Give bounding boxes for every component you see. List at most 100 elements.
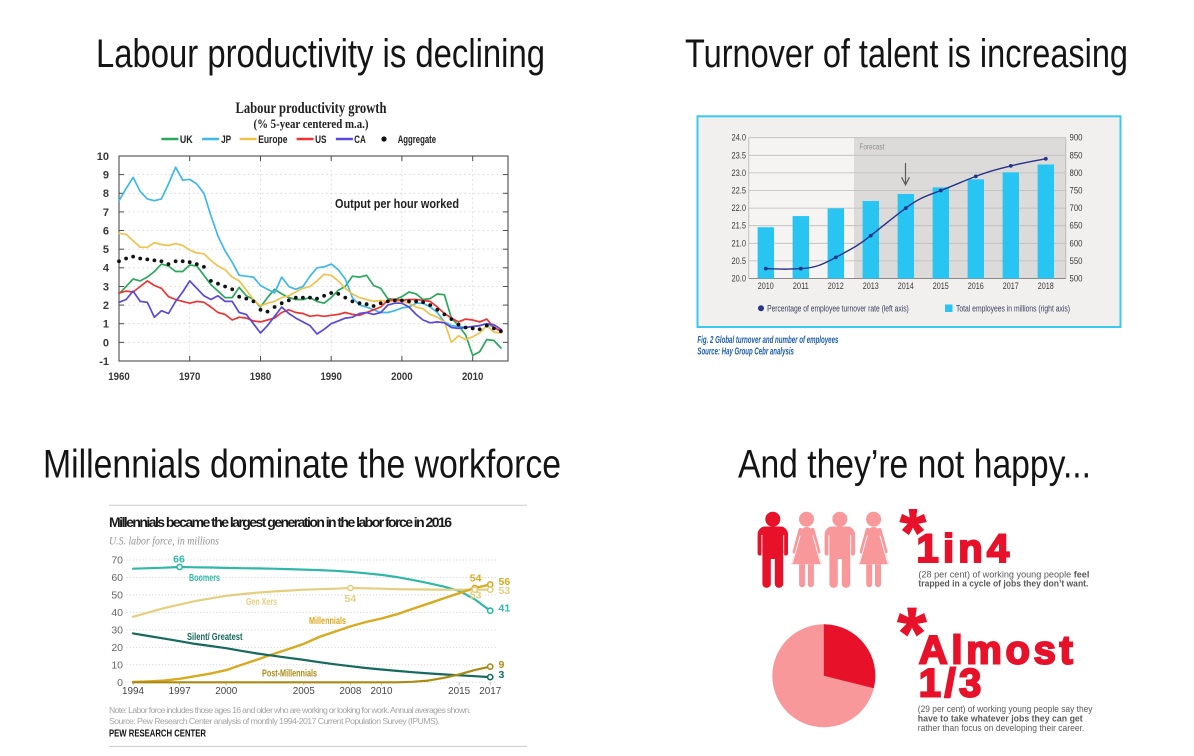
- svg-text:700: 700: [1070, 203, 1083, 213]
- svg-text:Boomers: Boomers: [189, 573, 220, 584]
- svg-text:7: 7: [103, 207, 109, 219]
- svg-text:And they’re not happy...: And they’re not happy...: [738, 443, 1091, 487]
- svg-text:2000: 2000: [215, 685, 237, 697]
- svg-text:2011: 2011: [793, 281, 809, 291]
- svg-text:5: 5: [103, 244, 109, 256]
- svg-text:2005: 2005: [293, 685, 315, 697]
- svg-text:24.0: 24.0: [732, 133, 747, 143]
- svg-text:Labour productivity growth: Labour productivity growth: [236, 100, 387, 117]
- svg-text:(29 per cent) of working young: (29 per cent) of working young people sa…: [918, 704, 1093, 715]
- svg-text:US: US: [315, 134, 326, 146]
- svg-text:850: 850: [1070, 150, 1083, 160]
- svg-text:20: 20: [111, 642, 123, 654]
- svg-text:2016: 2016: [968, 281, 984, 291]
- svg-text:2010: 2010: [758, 281, 774, 291]
- svg-text:Fig. 2 Global turnover and num: Fig. 2 Global turnover and number of emp…: [697, 335, 838, 346]
- svg-text:500: 500: [1070, 274, 1083, 284]
- svg-text:Forecast: Forecast: [859, 143, 885, 152]
- svg-text:54: 54: [470, 573, 482, 585]
- svg-text:Output per hour worked: Output per hour worked: [335, 196, 459, 211]
- svg-text:40: 40: [111, 607, 123, 619]
- svg-text:1970: 1970: [179, 371, 201, 383]
- svg-text:1/3: 1/3: [919, 662, 985, 706]
- svg-text:1in4: 1in4: [917, 527, 1014, 571]
- svg-text:(% 5-year centered m.a.): (% 5-year centered m.a.): [254, 116, 369, 131]
- svg-text:2015: 2015: [448, 685, 470, 697]
- svg-text:750: 750: [1070, 186, 1083, 196]
- svg-text:2012: 2012: [828, 281, 844, 291]
- svg-text:2010: 2010: [371, 685, 393, 697]
- svg-text:2008: 2008: [339, 685, 361, 697]
- svg-text:41: 41: [499, 603, 511, 615]
- svg-text:2018: 2018: [1038, 281, 1054, 291]
- svg-text:2017: 2017: [1003, 281, 1019, 291]
- svg-text:66: 66: [173, 554, 185, 566]
- svg-text:3: 3: [499, 669, 505, 681]
- svg-text:Silent/ Greatest: Silent/ Greatest: [187, 632, 243, 643]
- svg-text:21.0: 21.0: [732, 238, 747, 248]
- svg-text:Percentage of employee turnove: Percentage of employee turnover rate (le…: [767, 303, 909, 313]
- svg-text:1990: 1990: [320, 371, 342, 383]
- svg-text:550: 550: [1070, 256, 1083, 266]
- svg-text:1: 1: [103, 319, 109, 331]
- svg-text:20.0: 20.0: [732, 274, 747, 284]
- svg-text:2014: 2014: [898, 281, 914, 291]
- svg-text:50: 50: [111, 590, 123, 602]
- svg-text:600: 600: [1070, 238, 1083, 248]
- svg-text:23.0: 23.0: [732, 168, 747, 178]
- svg-text:10: 10: [97, 151, 109, 163]
- svg-text:53: 53: [470, 590, 482, 602]
- svg-text:21.5: 21.5: [732, 221, 747, 231]
- svg-text:0: 0: [103, 337, 109, 349]
- svg-text:Aggregate: Aggregate: [398, 134, 436, 146]
- svg-text:-1: -1: [99, 356, 109, 368]
- svg-text:Turnover of talent is increasi: Turnover of talent is increasing: [685, 32, 1128, 76]
- svg-text:22.5: 22.5: [732, 186, 747, 196]
- svg-text:3: 3: [103, 281, 109, 293]
- svg-text:Source: Pew Research Center an: Source: Pew Research Center analysis of …: [109, 716, 440, 726]
- svg-text:Gen Xers: Gen Xers: [246, 597, 277, 608]
- svg-text:Post-Millennials: Post-Millennials: [262, 669, 317, 680]
- svg-text:8: 8: [103, 188, 109, 200]
- svg-text:800: 800: [1070, 168, 1083, 178]
- svg-text:trapped in a cycle of jobs the: trapped in a cycle of jobs they don’t wa…: [918, 579, 1088, 590]
- svg-text:9: 9: [499, 659, 505, 671]
- svg-text:Note: Labor force includes tho: Note: Labor force includes those ages 16…: [109, 705, 471, 715]
- svg-text:30: 30: [111, 625, 123, 637]
- svg-text:1994: 1994: [122, 685, 144, 697]
- svg-text:rather than focus on developin: rather than focus on developing their ca…: [918, 723, 1085, 734]
- svg-text:2010: 2010: [462, 371, 484, 383]
- svg-text:have to take whatever jobs the: have to take whatever jobs they can get: [918, 714, 1084, 725]
- svg-text:650: 650: [1070, 221, 1083, 231]
- svg-text:56: 56: [499, 576, 511, 588]
- svg-text:0: 0: [117, 677, 123, 689]
- svg-text:1980: 1980: [250, 371, 272, 383]
- svg-text:1960: 1960: [108, 371, 130, 383]
- svg-text:60: 60: [111, 572, 123, 584]
- svg-text:23.5: 23.5: [732, 150, 747, 160]
- svg-text:Almost: Almost: [919, 629, 1077, 673]
- svg-text:U.S. labor force, in millions: U.S. labor force, in millions: [109, 536, 219, 548]
- svg-text:2017: 2017: [479, 685, 501, 697]
- svg-text:1997: 1997: [169, 685, 191, 697]
- svg-text:Total employees in millions (r: Total employees in millions (right axis): [956, 303, 1070, 313]
- svg-text:2015: 2015: [933, 281, 949, 291]
- svg-text:PEW RESEARCH CENTER: PEW RESEARCH CENTER: [109, 729, 207, 740]
- svg-text:4: 4: [103, 263, 110, 275]
- svg-text:2013: 2013: [863, 281, 879, 291]
- svg-text:Millennials dominate the workf: Millennials dominate the workforce: [43, 443, 561, 487]
- svg-text:9: 9: [103, 170, 109, 182]
- svg-text:20.5: 20.5: [732, 256, 747, 266]
- svg-text:54: 54: [345, 593, 357, 605]
- svg-text:900: 900: [1070, 133, 1083, 143]
- svg-text:Europe: Europe: [258, 134, 287, 146]
- svg-text:(28 per cent) of working young: (28 per cent) of working young people fe…: [918, 569, 1089, 580]
- svg-text:Millennials became the largest: Millennials became the largest generatio…: [109, 514, 452, 530]
- svg-text:6: 6: [103, 225, 109, 237]
- svg-text:70: 70: [111, 555, 123, 567]
- svg-text:UK: UK: [180, 134, 193, 146]
- svg-text:JP: JP: [221, 134, 231, 146]
- svg-text:Source: Hay Group Cebr analysi: Source: Hay Group Cebr analysis: [697, 347, 794, 358]
- svg-text:10: 10: [111, 660, 123, 672]
- svg-text:2: 2: [103, 300, 109, 312]
